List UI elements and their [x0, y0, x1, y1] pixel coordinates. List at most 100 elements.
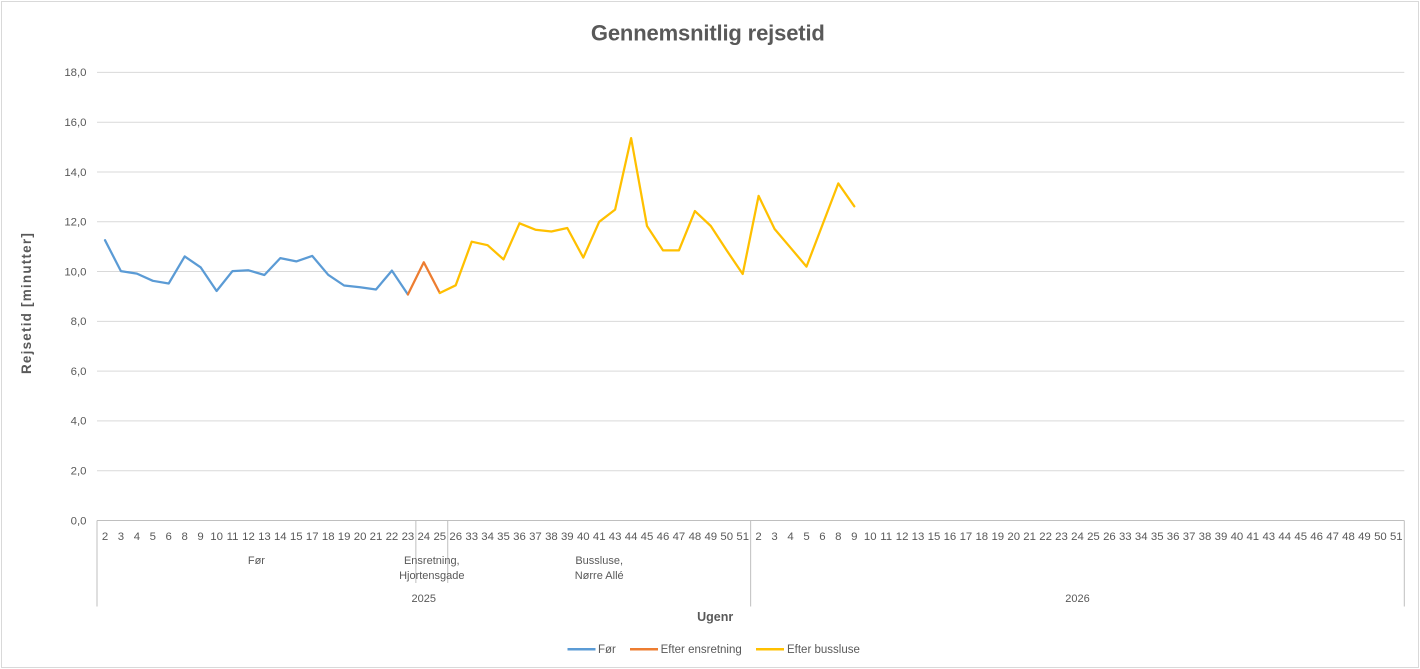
- svg-text:11: 11: [880, 531, 892, 543]
- svg-text:36: 36: [513, 531, 526, 543]
- svg-text:10,0: 10,0: [64, 266, 86, 278]
- svg-text:Bussluse,: Bussluse,: [575, 555, 623, 567]
- svg-text:4: 4: [787, 531, 793, 543]
- svg-text:23: 23: [402, 531, 415, 543]
- svg-text:47: 47: [673, 531, 686, 543]
- svg-text:43: 43: [609, 531, 622, 543]
- svg-text:17: 17: [306, 531, 319, 543]
- svg-text:Ugenr: Ugenr: [697, 610, 733, 624]
- svg-text:22: 22: [386, 531, 399, 543]
- svg-text:2025: 2025: [412, 593, 436, 605]
- svg-text:18,0: 18,0: [64, 67, 86, 79]
- svg-text:35: 35: [497, 531, 510, 543]
- svg-text:38: 38: [545, 531, 558, 543]
- svg-text:39: 39: [1215, 531, 1228, 543]
- svg-text:12: 12: [896, 531, 909, 543]
- svg-text:Før: Før: [598, 644, 616, 656]
- svg-text:9: 9: [197, 531, 203, 543]
- svg-text:10: 10: [864, 531, 877, 543]
- svg-text:48: 48: [689, 531, 702, 543]
- svg-text:26: 26: [1103, 531, 1116, 543]
- svg-text:21: 21: [370, 531, 383, 543]
- svg-text:46: 46: [657, 531, 670, 543]
- svg-text:44: 44: [625, 531, 638, 543]
- svg-text:15: 15: [928, 531, 941, 543]
- svg-text:Nørre Allé: Nørre Allé: [575, 570, 624, 582]
- svg-text:3: 3: [771, 531, 777, 543]
- svg-text:18: 18: [322, 531, 335, 543]
- svg-text:36: 36: [1167, 531, 1180, 543]
- svg-text:35: 35: [1151, 531, 1164, 543]
- svg-text:2: 2: [102, 531, 108, 543]
- svg-text:0,0: 0,0: [71, 515, 87, 527]
- svg-text:33: 33: [465, 531, 478, 543]
- svg-text:26: 26: [449, 531, 462, 543]
- svg-text:49: 49: [704, 531, 717, 543]
- svg-text:Før: Før: [248, 555, 265, 567]
- svg-text:37: 37: [529, 531, 542, 543]
- svg-text:21: 21: [1023, 531, 1036, 543]
- svg-text:2: 2: [755, 531, 761, 543]
- svg-text:45: 45: [641, 531, 654, 543]
- svg-text:9: 9: [851, 531, 857, 543]
- svg-text:22: 22: [1039, 531, 1052, 543]
- svg-text:14,0: 14,0: [64, 167, 86, 179]
- svg-text:24: 24: [417, 531, 430, 543]
- svg-text:4,0: 4,0: [71, 416, 87, 428]
- svg-text:38: 38: [1199, 531, 1212, 543]
- svg-text:25: 25: [433, 531, 446, 543]
- svg-text:37: 37: [1183, 531, 1196, 543]
- svg-text:Gennemsnitlig rejsetid: Gennemsnitlig rejsetid: [591, 20, 825, 45]
- svg-text:41: 41: [593, 531, 606, 543]
- svg-text:3: 3: [118, 531, 124, 543]
- svg-text:14: 14: [274, 531, 287, 543]
- svg-text:34: 34: [481, 531, 494, 543]
- svg-text:50: 50: [1374, 531, 1387, 543]
- svg-text:47: 47: [1326, 531, 1339, 543]
- svg-text:40: 40: [1231, 531, 1244, 543]
- svg-text:4: 4: [134, 531, 140, 543]
- svg-text:17: 17: [960, 531, 973, 543]
- svg-text:Rejsetid [minutter]: Rejsetid [minutter]: [19, 232, 34, 374]
- svg-text:15: 15: [290, 531, 303, 543]
- svg-text:6: 6: [166, 531, 172, 543]
- svg-text:8: 8: [182, 531, 188, 543]
- svg-text:11: 11: [227, 531, 239, 543]
- svg-text:8,0: 8,0: [71, 316, 87, 328]
- svg-text:16: 16: [944, 531, 957, 543]
- svg-text:6: 6: [819, 531, 825, 543]
- svg-text:48: 48: [1342, 531, 1355, 543]
- svg-text:16,0: 16,0: [64, 117, 86, 129]
- svg-text:24: 24: [1071, 531, 1084, 543]
- svg-text:51: 51: [1390, 531, 1403, 543]
- svg-text:51: 51: [736, 531, 749, 543]
- svg-text:8: 8: [835, 531, 841, 543]
- svg-text:33: 33: [1119, 531, 1132, 543]
- svg-text:43: 43: [1262, 531, 1275, 543]
- svg-text:5: 5: [803, 531, 809, 543]
- svg-text:2026: 2026: [1065, 593, 1089, 605]
- svg-text:12: 12: [242, 531, 255, 543]
- svg-text:19: 19: [991, 531, 1004, 543]
- svg-text:44: 44: [1278, 531, 1291, 543]
- svg-text:10: 10: [210, 531, 223, 543]
- svg-text:Efter bussluse: Efter bussluse: [787, 644, 860, 656]
- svg-text:12,0: 12,0: [64, 217, 86, 229]
- svg-text:19: 19: [338, 531, 351, 543]
- svg-text:13: 13: [258, 531, 271, 543]
- svg-text:Efter ensretning: Efter ensretning: [661, 644, 742, 656]
- svg-text:13: 13: [912, 531, 925, 543]
- svg-text:5: 5: [150, 531, 156, 543]
- svg-text:46: 46: [1310, 531, 1323, 543]
- svg-text:Ensretning,: Ensretning,: [404, 555, 460, 567]
- svg-text:Hjortensgade: Hjortensgade: [399, 570, 464, 582]
- svg-text:23: 23: [1055, 531, 1068, 543]
- svg-text:49: 49: [1358, 531, 1371, 543]
- svg-text:6,0: 6,0: [71, 366, 87, 378]
- svg-text:18: 18: [975, 531, 988, 543]
- svg-text:41: 41: [1246, 531, 1259, 543]
- svg-text:2,0: 2,0: [71, 466, 87, 478]
- svg-text:20: 20: [354, 531, 367, 543]
- svg-text:20: 20: [1007, 531, 1020, 543]
- svg-text:39: 39: [561, 531, 574, 543]
